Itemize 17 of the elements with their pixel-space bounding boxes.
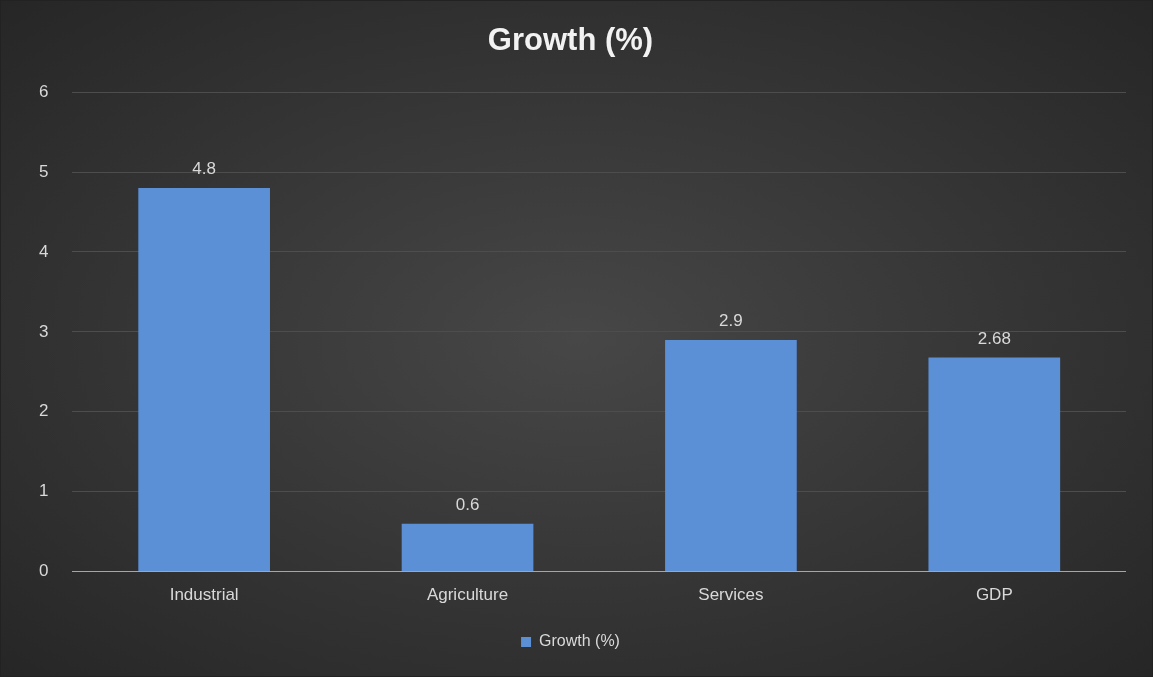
x-tick-label: Services bbox=[698, 585, 764, 605]
chart-title: Growth (%) bbox=[487, 22, 654, 58]
legend-label: Growth (%) bbox=[539, 632, 620, 650]
y-tick-label: 3 bbox=[38, 321, 49, 341]
y-tick-label: 5 bbox=[38, 161, 49, 181]
x-tick-label: GDP bbox=[975, 585, 1013, 605]
data-label: 4.8 bbox=[192, 159, 216, 179]
data-label: 2.9 bbox=[719, 311, 743, 331]
y-tick-label: 1 bbox=[38, 481, 49, 501]
y-tick-label: 2 bbox=[38, 401, 49, 421]
data-label: 0.6 bbox=[455, 494, 480, 514]
y-tick-label: 0 bbox=[38, 561, 49, 581]
x-tick-label: Industrial bbox=[169, 585, 239, 605]
data-label: 2.68 bbox=[977, 328, 1011, 348]
y-tick-label: 4 bbox=[38, 241, 49, 261]
x-tick-label: Agriculture bbox=[426, 585, 509, 605]
y-tick-label: 6 bbox=[38, 81, 49, 101]
